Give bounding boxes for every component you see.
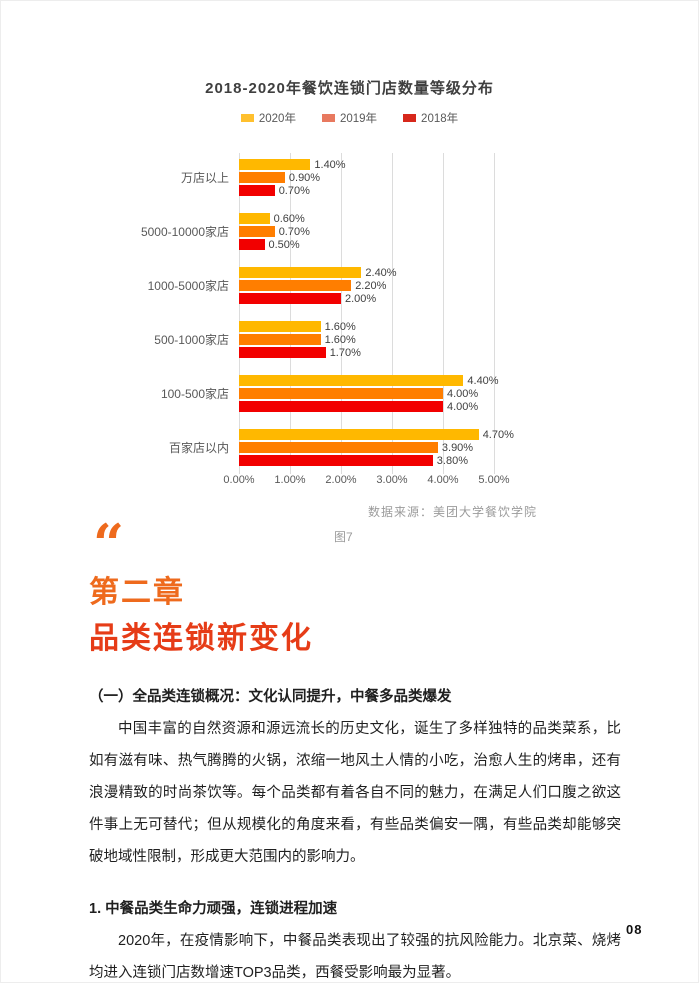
- bar-2018年: [239, 185, 275, 196]
- category-label: 100-500家店: [160, 387, 229, 401]
- chart-category-row: 1000-5000家店 2.40% 2.20% 2.00%: [91, 266, 494, 305]
- bar-2019年: [239, 226, 275, 237]
- chart-category-row: 万店以上 1.40% 0.90% 0.70%: [91, 158, 494, 197]
- body-text: （一）全品类连锁概况：文化认同提升，中餐多品类爆发 中国丰富的自然资源和源远流长…: [89, 681, 621, 982]
- bar-group: 1.60% 1.60% 1.70%: [239, 320, 494, 359]
- chart-category-row: 5000-10000家店 0.60% 0.70% 0.50%: [91, 212, 494, 251]
- legend-item: 2018年: [403, 110, 458, 126]
- bar-group: 2.40% 2.20% 2.00%: [239, 266, 494, 305]
- bar-2019年: [239, 388, 443, 399]
- bar-2019年: [239, 172, 285, 183]
- bar-2020年: [239, 267, 362, 278]
- gridline: [239, 153, 240, 474]
- value-label: 0.90%: [288, 171, 321, 184]
- chart-plot: 万店以上 1.40% 0.90% 0.70% 5000-10000家店 0.60% 0.70…: [91, 153, 514, 474]
- bar-2018年: [239, 293, 341, 304]
- chart-legend: 2020年 2019年 2018年: [1, 110, 698, 126]
- value-label: 4.70%: [482, 428, 514, 441]
- value-label: 0.60%: [273, 212, 305, 225]
- data-source-note: 数据来源：美团大学餐饮学院: [368, 505, 538, 519]
- legend-label: 2019年: [339, 113, 378, 125]
- subsection-heading: 1. 中餐品类生命力顽强，连锁进程加速: [89, 901, 338, 917]
- bar-group: 4.70% 3.90% 3.80%: [239, 429, 514, 467]
- section-heading: （一）全品类连锁概况：文化认同提升，中餐多品类爆发: [89, 689, 452, 705]
- bar-2018年: [239, 347, 326, 358]
- value-label: 1.60%: [324, 333, 356, 346]
- chart-category-row: 500-1000家店 1.60% 1.60% 1.70%: [91, 320, 494, 359]
- chapter-title: 品类连锁新变化: [89, 622, 313, 655]
- bar-2020年: [239, 321, 321, 332]
- value-label: 3.80%: [436, 454, 468, 467]
- value-label: 0.70%: [278, 225, 310, 238]
- legend-label: 2018年: [421, 113, 459, 125]
- legend-item: 2019年: [321, 110, 378, 126]
- bar-2019年: [239, 334, 321, 345]
- bar-group: 1.40% 0.90% 0.70%: [239, 158, 494, 197]
- bar-2018年: [239, 455, 433, 466]
- value-label: 1.60%: [324, 320, 356, 333]
- category-label: 万店以上: [180, 171, 229, 185]
- bar-2020年: [239, 375, 464, 386]
- chart-category-row: 百家店以内 4.70% 3.90% 3.80%: [91, 429, 514, 467]
- bar-2020年: [239, 213, 270, 224]
- value-label: 2.40%: [365, 266, 397, 279]
- gridline: [341, 153, 342, 474]
- bar-2019年: [239, 280, 352, 291]
- legend-label: 2020年: [258, 113, 296, 125]
- category-label: 百家店以内: [168, 441, 229, 455]
- figure-caption: 图7: [334, 530, 353, 544]
- subsection-paragraph: 2020年，在疫情影响下，中餐品类表现出了较强的抗风险能力。北京菜、烧烤均进入连…: [89, 933, 621, 981]
- x-axis-tick: 1.00%: [274, 474, 306, 486]
- gridline: [494, 153, 495, 474]
- value-label: 0.50%: [268, 238, 300, 251]
- gridline: [443, 153, 444, 474]
- value-label: 0.70%: [278, 184, 310, 197]
- legend-swatch-icon: [403, 114, 417, 122]
- category-label: 500-1000家店: [154, 333, 229, 347]
- x-axis-tick: 2.00%: [325, 474, 357, 486]
- chart-title: 2018-2020年餐饮连锁门店数量等级分布: [205, 80, 494, 97]
- chapter-number: 第二章: [89, 576, 185, 609]
- x-axis-tick: 4.00%: [427, 474, 459, 486]
- x-axis: 0.00% 1.00% 2.00% 3.00% 4.00% 5.00%: [223, 474, 509, 488]
- quote-mark-icon: “: [93, 512, 125, 576]
- bar-2020年: [239, 159, 311, 170]
- value-label: 2.00%: [345, 292, 377, 305]
- legend-item: 2020年: [240, 110, 296, 126]
- bar-2020年: [239, 429, 479, 440]
- chart-gridlines: [239, 153, 495, 474]
- value-label: 1.70%: [329, 346, 361, 359]
- value-label: 1.40%: [314, 158, 346, 171]
- section-paragraph: 中国丰富的自然资源和源远流长的历史文化，诞生了多样独特的品类菜系，比如有滋有味、…: [89, 721, 621, 865]
- bar-group: 4.40% 4.00% 4.00%: [239, 375, 499, 413]
- chart-rows: 万店以上 1.40% 0.90% 0.70% 5000-10000家店 0.60% 0.70…: [91, 158, 514, 467]
- value-label: 3.90%: [441, 441, 474, 454]
- legend-swatch-icon: [240, 114, 254, 122]
- gridline: [392, 153, 393, 474]
- value-label: 4.00%: [447, 387, 479, 400]
- x-axis-tick: 5.00%: [478, 474, 510, 486]
- bar-2019年: [239, 442, 438, 453]
- x-axis-tick: 3.00%: [376, 474, 408, 486]
- category-label: 1000-5000家店: [147, 279, 229, 293]
- bar-group: 0.60% 0.70% 0.50%: [239, 212, 494, 251]
- bar-2018年: [239, 239, 265, 250]
- gridline: [290, 153, 291, 474]
- legend-swatch-icon: [321, 114, 335, 122]
- x-axis-tick: 0.00%: [223, 474, 255, 486]
- value-label: 4.40%: [467, 374, 499, 387]
- value-label: 4.00%: [447, 400, 479, 413]
- page-number: 08: [626, 922, 643, 937]
- bar-2018年: [239, 401, 443, 412]
- category-label: 5000-10000家店: [140, 225, 229, 239]
- value-label: 2.20%: [355, 279, 387, 292]
- chart-category-row: 100-500家店 4.40% 4.00% 4.00%: [91, 375, 499, 413]
